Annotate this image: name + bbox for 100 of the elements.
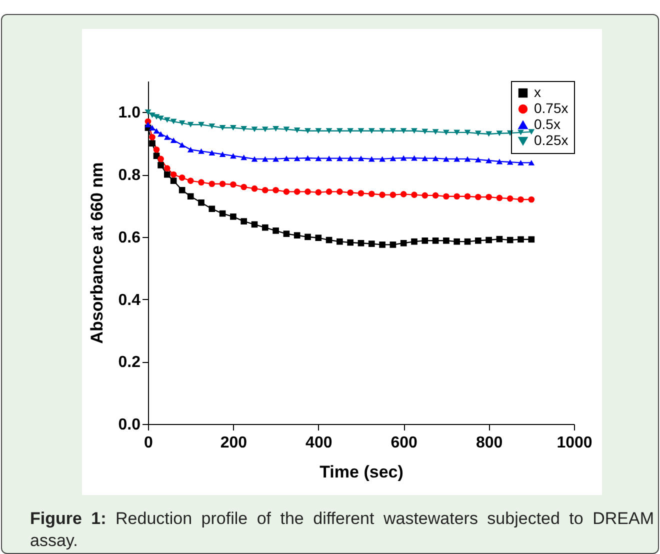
point [149, 125, 156, 131]
y-tick-label: 0.0 [118, 416, 141, 434]
point [400, 240, 407, 246]
point [379, 242, 386, 248]
point [240, 154, 248, 160]
legend-label: 0.75x [534, 100, 568, 116]
point [187, 193, 194, 200]
point [283, 156, 290, 162]
point [272, 126, 279, 132]
x-axis-title: Time (sec) [320, 462, 404, 482]
point [336, 238, 343, 245]
point [486, 158, 492, 164]
point [164, 165, 170, 172]
point [390, 156, 396, 162]
point [219, 180, 226, 188]
point [464, 156, 471, 162]
x-tick-label: 200 [220, 434, 248, 452]
point [149, 134, 156, 140]
point [368, 240, 375, 247]
point [240, 218, 248, 224]
point [496, 158, 503, 164]
point [198, 179, 204, 186]
point [443, 237, 450, 244]
point [230, 125, 236, 131]
point [170, 171, 177, 178]
point [170, 118, 177, 124]
point [432, 192, 439, 199]
point [474, 156, 482, 162]
point [251, 126, 258, 132]
point [251, 185, 258, 192]
point [208, 123, 216, 129]
point [390, 192, 396, 198]
point [294, 188, 300, 195]
point [153, 128, 160, 134]
text: Figure 1: Reduction profile of the different wastewaters subjected to DREAM assay. [30, 509, 654, 550]
point [390, 242, 396, 248]
y-tick-label: 1.0 [118, 104, 141, 122]
point [506, 195, 514, 202]
point [272, 186, 279, 194]
point [326, 236, 332, 244]
point [178, 186, 186, 194]
point [304, 155, 311, 161]
point [411, 155, 418, 161]
point [304, 234, 311, 240]
point [347, 239, 354, 246]
point [240, 184, 248, 190]
point [198, 122, 204, 128]
point [315, 128, 322, 134]
y-tick-label: 0.4 [118, 292, 141, 309]
point [153, 114, 160, 120]
point [518, 160, 524, 166]
point [443, 193, 450, 200]
point [164, 117, 170, 123]
point [187, 122, 194, 128]
point [304, 128, 311, 134]
point [518, 130, 524, 136]
point [400, 191, 407, 198]
point [411, 128, 418, 134]
x-tick-label: 800 [476, 434, 503, 452]
point [443, 130, 450, 136]
point [474, 130, 482, 136]
point [158, 162, 164, 168]
point [336, 156, 343, 162]
point [422, 237, 428, 244]
point [262, 126, 268, 132]
point [251, 156, 258, 162]
point [230, 153, 236, 159]
point [432, 129, 439, 135]
point [149, 140, 156, 147]
point [496, 130, 503, 136]
point [464, 193, 471, 200]
x-tick-label: 1000 [556, 434, 592, 452]
point [187, 178, 194, 184]
point [368, 190, 375, 198]
point [464, 238, 471, 245]
y-tick-label: 0.2 [118, 354, 141, 372]
point [158, 116, 164, 122]
point [474, 194, 482, 200]
point [230, 213, 236, 220]
point [315, 189, 322, 196]
point [358, 156, 364, 162]
point [454, 238, 460, 245]
point [262, 156, 268, 162]
point [144, 122, 152, 128]
point [251, 221, 258, 228]
legend-label: 0.25x [534, 132, 568, 148]
point [390, 128, 396, 134]
point [262, 224, 268, 231]
point [315, 156, 322, 162]
point [158, 131, 164, 137]
point [486, 131, 492, 137]
point [411, 238, 418, 245]
point [506, 159, 514, 165]
point [240, 126, 248, 132]
point [170, 178, 177, 184]
point [294, 128, 300, 134]
point [208, 150, 216, 156]
point [230, 181, 236, 188]
point [368, 156, 375, 162]
point [454, 130, 460, 136]
